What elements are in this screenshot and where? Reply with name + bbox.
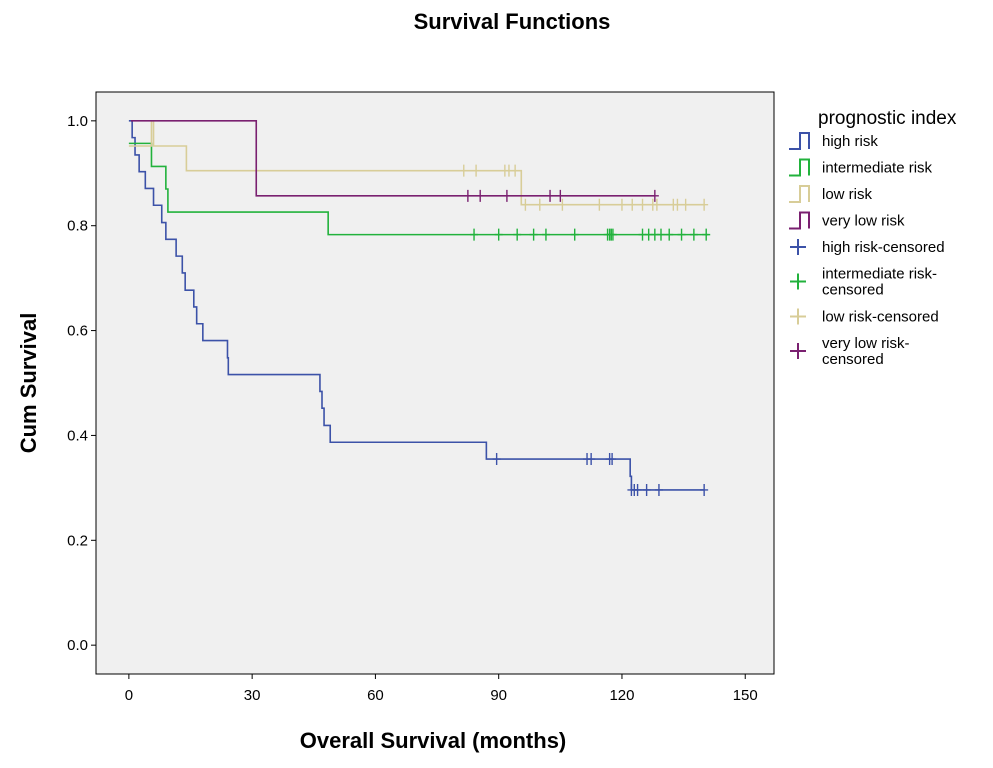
survival-curve-low-risk <box>128 120 705 206</box>
legend-item-very-low-risk: very low risk <box>789 211 905 230</box>
censored-mark-high-risk <box>587 453 596 466</box>
legend-item-low-risk: low risk <box>789 185 873 203</box>
censored-mark-very-low-risk <box>476 189 485 202</box>
series-intermediate-risk <box>128 142 711 241</box>
legend-label: intermediate risk- <box>822 266 937 283</box>
censored-mark-high-risk <box>633 483 642 496</box>
legend-label: very low risk- <box>822 335 910 352</box>
y-tick-label: 0.8 <box>67 218 88 235</box>
legend-label: low risk <box>822 186 873 203</box>
x-tick-label: 150 <box>733 687 758 704</box>
legend-step-swatch <box>789 185 810 203</box>
x-axis-label: Overall Survival (months) <box>300 728 567 753</box>
censored-mark-intermediate-risk <box>702 228 711 241</box>
series-high-risk <box>128 120 709 496</box>
censored-mark-low-risk <box>535 198 544 211</box>
censored-mark-low-risk <box>521 198 530 211</box>
series-low-risk <box>128 120 709 211</box>
legend-plus-swatch <box>790 273 806 290</box>
legend-item-high-risk: high risk <box>789 132 878 150</box>
y-tick-label: 0.2 <box>67 532 88 549</box>
x-tick-label: 90 <box>490 687 507 704</box>
censored-mark-intermediate-risk <box>689 228 698 241</box>
legend-label: high risk <box>822 133 878 150</box>
censored-mark-high-risk <box>608 453 617 466</box>
censored-mark-very-low-risk <box>502 189 511 202</box>
legend-label: low risk-censored <box>822 309 939 326</box>
legend-plus-swatch <box>790 308 806 325</box>
censored-mark-intermediate-risk <box>677 228 686 241</box>
censored-mark-high-risk <box>700 483 709 496</box>
censored-mark-high-risk <box>642 483 651 496</box>
legend-plus-swatch <box>790 343 806 359</box>
censored-mark-intermediate-risk <box>470 228 479 241</box>
legend-item-low-risk-censored: low risk-censored <box>790 308 939 326</box>
legend-plus-swatch <box>790 239 806 255</box>
censored-mark-low-risk <box>652 198 661 211</box>
legend-item-intermediate-risk-censored: intermediate risk-censored <box>790 266 937 299</box>
y-tick-label: 0.6 <box>67 323 88 340</box>
censored-mark-low-risk <box>595 198 604 211</box>
legend-item-high-risk-censored: high risk-censored <box>790 239 945 256</box>
censored-mark-low-risk <box>628 198 637 211</box>
censored-mark-high-risk <box>492 453 501 466</box>
legend-label: censored <box>822 351 884 368</box>
x-tick-label: 30 <box>244 687 261 704</box>
censored-mark-intermediate-risk <box>608 228 617 241</box>
censored-mark-low-risk <box>459 164 468 177</box>
legend-title: prognostic index <box>818 108 957 129</box>
censored-mark-low-risk <box>638 198 647 211</box>
censored-mark-intermediate-risk <box>529 228 538 241</box>
legend-label: censored <box>822 282 884 299</box>
legend-label: intermediate risk <box>822 160 933 177</box>
y-axis-label: Cum Survival <box>16 313 41 454</box>
series-layer <box>128 120 711 496</box>
censored-mark-low-risk <box>558 198 567 211</box>
censored-mark-low-risk <box>511 164 520 177</box>
survival-curve-very-low-risk <box>130 120 655 197</box>
y-tick-label: 0.4 <box>67 427 88 444</box>
censored-mark-low-risk <box>700 198 709 211</box>
censored-mark-low-risk <box>617 198 626 211</box>
x-tick-label: 120 <box>609 687 634 704</box>
legend: prognostic index high risk intermediate r… <box>789 108 957 368</box>
censored-mark-very-low-risk <box>463 189 472 202</box>
legend-item-very-low-risk-censored: very low risk-censored <box>790 335 910 368</box>
censored-mark-intermediate-risk <box>665 228 674 241</box>
series-very-low-risk <box>130 120 659 202</box>
plot-area <box>95 91 775 675</box>
legend-step-swatch <box>789 158 810 177</box>
legend-item-intermediate-risk: intermediate risk <box>789 158 933 177</box>
censored-mark-intermediate-risk <box>494 228 503 241</box>
censored-mark-intermediate-risk <box>570 228 579 241</box>
survival-curve-intermediate-risk <box>128 142 709 236</box>
x-tick-label: 60 <box>367 687 384 704</box>
x-tick-label: 0 <box>125 687 133 704</box>
x-axis: 0 30 60 90 120 150 <box>125 674 758 704</box>
y-tick-label: 0.0 <box>67 637 88 654</box>
legend-step-swatch <box>789 132 810 150</box>
legend-step-swatch <box>789 211 810 230</box>
censored-mark-high-risk <box>654 483 663 496</box>
censored-mark-low-risk <box>472 164 481 177</box>
y-axis: 0.0 0.2 0.4 0.6 0.8 1.0 <box>67 113 96 654</box>
chart-title: Survival Functions <box>414 9 611 34</box>
legend-label: high risk-censored <box>822 239 945 256</box>
censored-mark-intermediate-risk <box>541 228 550 241</box>
censored-mark-low-risk <box>673 198 682 211</box>
censored-mark-very-low-risk <box>546 189 555 202</box>
y-tick-label: 1.0 <box>67 113 88 130</box>
censored-mark-very-low-risk <box>556 189 565 202</box>
survival-curve-high-risk <box>128 120 705 491</box>
censored-mark-intermediate-risk <box>657 228 665 241</box>
censored-mark-low-risk <box>681 198 690 211</box>
censored-mark-very-low-risk <box>650 189 659 202</box>
censored-mark-intermediate-risk <box>513 228 522 241</box>
legend-label: very low risk <box>822 213 905 230</box>
